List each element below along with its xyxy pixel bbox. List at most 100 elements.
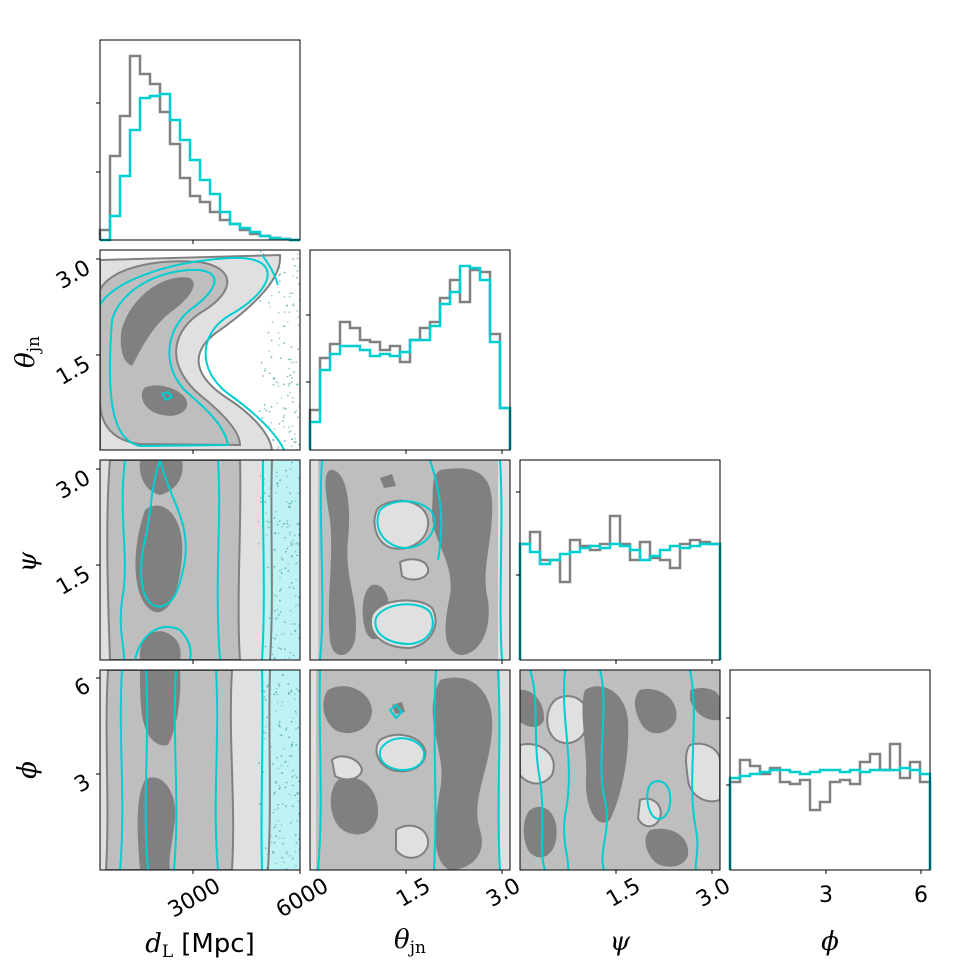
teal-contour-left <box>119 460 126 660</box>
sample-point <box>294 411 296 414</box>
sample-point <box>290 381 293 384</box>
sample-point <box>267 684 270 686</box>
sample-point <box>288 311 291 314</box>
sample-point <box>288 502 290 505</box>
sample-point <box>283 295 286 298</box>
sample-point <box>290 555 293 557</box>
teal-contour-edge <box>261 460 265 660</box>
sample-point <box>295 712 298 715</box>
sample-point <box>274 637 277 640</box>
sample-point <box>294 550 297 553</box>
xtick-dL-3000: 3000 <box>164 874 225 924</box>
sample-point <box>286 304 288 307</box>
sample-point <box>289 822 292 825</box>
sample-point <box>274 782 277 785</box>
sample-point <box>280 754 283 757</box>
contour-inner-fill-a <box>582 686 629 823</box>
sample-point <box>288 524 291 527</box>
sample-point <box>288 736 291 739</box>
hist-series-gray-phi <box>728 742 932 870</box>
teal-contour-inner <box>160 390 174 402</box>
sample-point <box>276 608 278 611</box>
sample-point <box>278 423 281 425</box>
sample-point <box>291 805 294 808</box>
sample-point <box>287 384 290 387</box>
sample-point <box>278 274 280 277</box>
sample-point <box>276 693 279 696</box>
xlabel-thetajn-sub: jn <box>408 938 426 958</box>
sample-point <box>263 690 266 693</box>
teal-contour-loop <box>378 737 426 771</box>
sample-point <box>295 864 297 867</box>
sample-point <box>288 793 291 796</box>
sample-point <box>280 397 283 400</box>
sample-point <box>263 407 266 410</box>
contour-light-hole-a <box>546 695 590 745</box>
gray-contour-edge <box>269 460 273 660</box>
sample-point <box>295 841 298 844</box>
sample-point <box>273 565 276 568</box>
contour-light-hole-b <box>369 599 437 650</box>
sample-point <box>259 475 262 478</box>
sample-point <box>260 500 262 503</box>
sample-point <box>294 693 296 695</box>
xtick-phi-6: 6 <box>914 883 928 908</box>
sample-point <box>282 747 285 750</box>
sample-point <box>273 548 275 551</box>
sample-point <box>270 421 272 424</box>
sample-point <box>275 862 278 865</box>
frame-3-2 <box>519 669 721 871</box>
teal-contour-small <box>388 703 404 720</box>
sample-point <box>267 526 270 529</box>
sample-point <box>296 541 298 544</box>
sample-point <box>281 525 283 528</box>
sample-point <box>286 501 288 503</box>
sample-point <box>276 448 279 450</box>
sample-point <box>296 276 298 279</box>
sample-point <box>288 358 290 361</box>
sample-point <box>273 826 276 829</box>
sample-point <box>282 416 285 419</box>
sample-point <box>294 710 297 713</box>
sample-point <box>270 841 273 844</box>
sample-point <box>264 367 267 370</box>
sample-point <box>290 461 293 464</box>
sample-point <box>268 372 271 375</box>
sample-point <box>284 786 287 789</box>
panel-phi-vs-dL <box>100 670 300 870</box>
sample-point <box>278 684 281 687</box>
frame-3-0 <box>99 669 301 871</box>
sample-point <box>261 417 264 419</box>
sample-point <box>279 588 282 591</box>
sample-point <box>286 547 289 550</box>
sample-point <box>292 258 294 260</box>
sample-point <box>279 734 282 737</box>
contour-inner-fill-small2 <box>380 474 396 488</box>
sample-point <box>290 689 293 692</box>
sample-point <box>277 647 280 649</box>
sample-point <box>281 558 284 561</box>
sample-point <box>282 837 285 840</box>
sample-point <box>275 482 278 485</box>
sample-point <box>286 519 289 522</box>
sample-point <box>272 811 275 814</box>
sample-point <box>295 409 298 412</box>
tick-marks <box>96 102 922 874</box>
teal-contour-mid <box>433 670 437 870</box>
sample-point <box>275 475 278 477</box>
sample-point <box>268 495 270 498</box>
sample-point <box>273 517 276 519</box>
histogram-psi <box>518 514 722 660</box>
sample-point <box>280 556 283 559</box>
sample-point <box>272 852 275 855</box>
sample-point <box>289 292 291 295</box>
contour-inner-fill-left <box>325 469 356 655</box>
sample-point <box>281 420 284 422</box>
teal-contour-right-edge-2 <box>429 460 443 561</box>
sample-point <box>283 440 286 443</box>
sample-point <box>275 835 277 838</box>
sample-point <box>295 441 297 443</box>
sample-point <box>259 300 261 302</box>
sample-point <box>288 431 290 434</box>
sample-point <box>279 725 281 728</box>
